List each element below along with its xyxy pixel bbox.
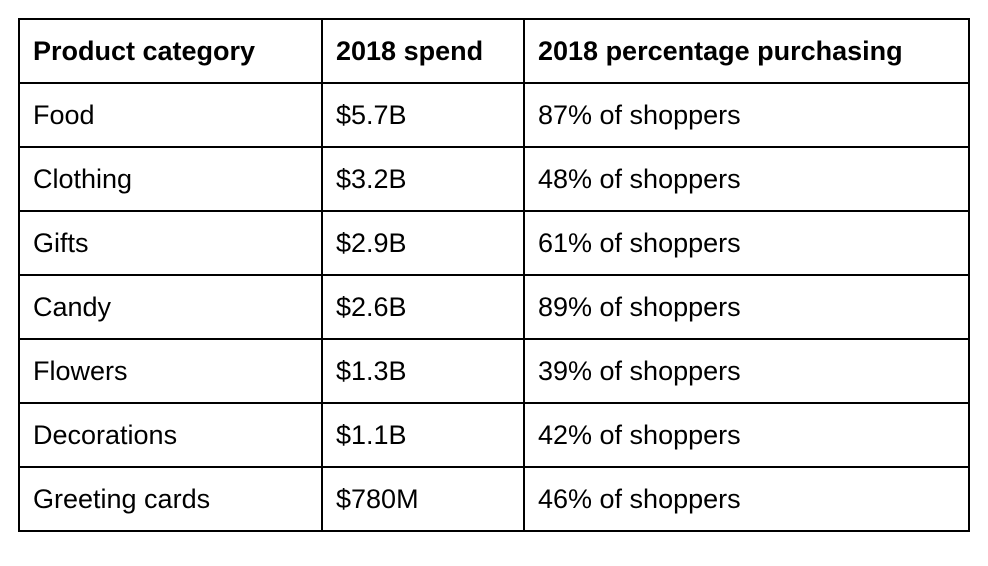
cell-spend: $3.2B	[321, 146, 525, 212]
cell-spend: $1.1B	[321, 402, 525, 468]
cell-percentage: 61% of shoppers	[523, 210, 970, 276]
cell-percentage: 48% of shoppers	[523, 146, 970, 212]
table-row: Decorations $1.1B 42% of shoppers	[18, 402, 970, 468]
cell-spend: $5.7B	[321, 82, 525, 148]
spending-table: Product category 2018 spend 2018 percent…	[18, 18, 970, 532]
cell-category: Flowers	[18, 338, 323, 404]
cell-category: Decorations	[18, 402, 323, 468]
cell-percentage: 39% of shoppers	[523, 338, 970, 404]
table-row: Candy $2.6B 89% of shoppers	[18, 274, 970, 340]
header-product-category: Product category	[18, 18, 323, 84]
table-row: Gifts $2.9B 61% of shoppers	[18, 210, 970, 276]
cell-category: Clothing	[18, 146, 323, 212]
table-row: Greeting cards $780M 46% of shoppers	[18, 466, 970, 532]
cell-spend: $1.3B	[321, 338, 525, 404]
cell-spend: $780M	[321, 466, 525, 532]
cell-category: Gifts	[18, 210, 323, 276]
table-header-row: Product category 2018 spend 2018 percent…	[18, 18, 970, 84]
cell-percentage: 42% of shoppers	[523, 402, 970, 468]
cell-category: Greeting cards	[18, 466, 323, 532]
header-2018-percentage-purchasing: 2018 percentage purchasing	[523, 18, 970, 84]
cell-percentage: 87% of shoppers	[523, 82, 970, 148]
cell-category: Food	[18, 82, 323, 148]
table-row: Clothing $3.2B 48% of shoppers	[18, 146, 970, 212]
table-row: Flowers $1.3B 39% of shoppers	[18, 338, 970, 404]
cell-spend: $2.6B	[321, 274, 525, 340]
cell-category: Candy	[18, 274, 323, 340]
table-row: Food $5.7B 87% of shoppers	[18, 82, 970, 148]
cell-percentage: 46% of shoppers	[523, 466, 970, 532]
header-2018-spend: 2018 spend	[321, 18, 525, 84]
cell-percentage: 89% of shoppers	[523, 274, 970, 340]
cell-spend: $2.9B	[321, 210, 525, 276]
